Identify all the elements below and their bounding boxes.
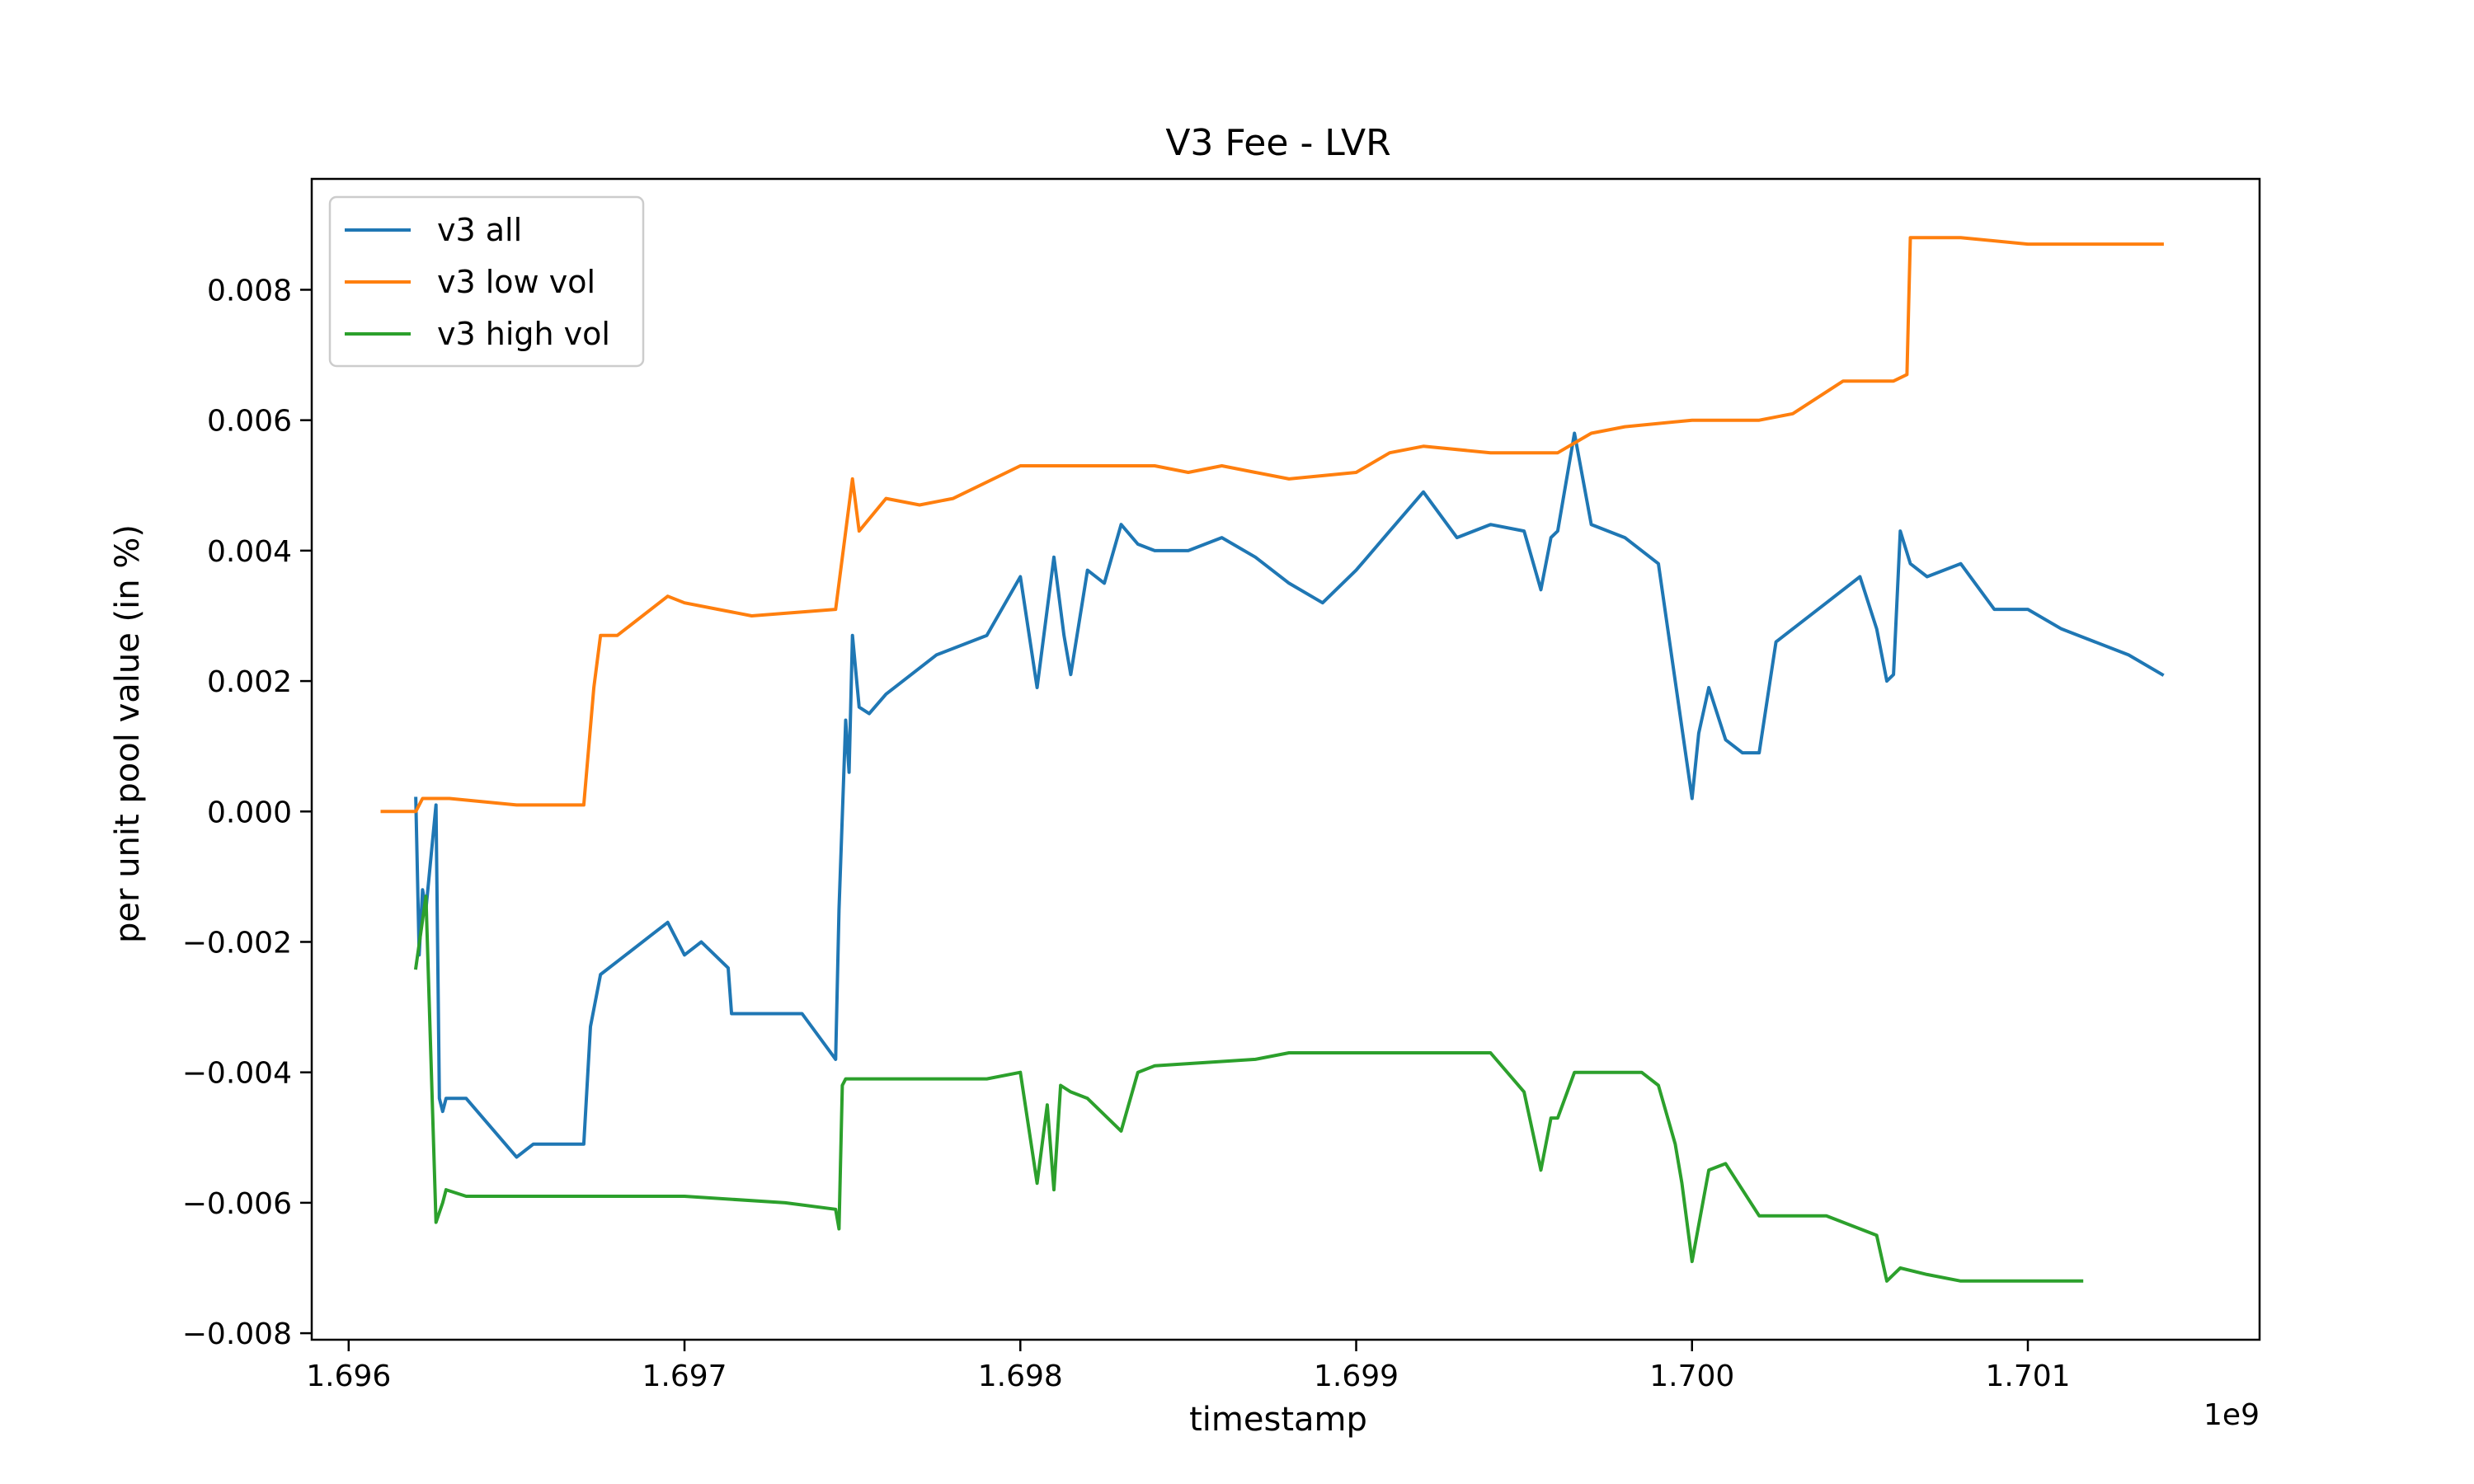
legend: v3 all v3 low vol v3 high vol: [328, 195, 645, 368]
y-tick-label: 0.006: [207, 405, 292, 439]
x-tick-label: 1.698: [978, 1360, 1063, 1393]
y-tick-label: 0.002: [207, 665, 292, 699]
y-tick-label: −0.008: [182, 1317, 292, 1351]
series-line-v3-all: [414, 431, 2165, 1159]
x-tick-label: 1.700: [1649, 1360, 1734, 1393]
plot-area: [380, 236, 2165, 1283]
y-tick-label: −0.006: [182, 1187, 292, 1221]
y-tick-label: −0.002: [182, 926, 292, 960]
chart-title: V3 Fee - LVR: [1165, 122, 1390, 164]
x-tick-label: 1.696: [306, 1360, 391, 1393]
y-tick-label: 0.000: [207, 796, 292, 829]
y-axis: −0.008 −0.006 −0.004 −0.002 0.000 0.002 0.004 0…: [182, 274, 312, 1351]
y-tick-label: 0.008: [207, 274, 292, 308]
y-tick-label: −0.004: [182, 1057, 292, 1091]
x-tick-label: 1.699: [1314, 1360, 1399, 1393]
x-tick-label: 1.697: [642, 1360, 727, 1393]
legend-box: [328, 195, 645, 368]
series-line-v3-high-vol: [413, 895, 2084, 1283]
legend-label: v3 low vol: [437, 264, 595, 300]
x-axis: 1.696 1.697 1.698 1.699 1.700 1.701: [306, 1340, 2071, 1393]
series-line-v3-low-vol: [380, 236, 2164, 814]
legend-label: v3 high vol: [437, 316, 610, 352]
x-axis-label: timestamp: [1189, 1401, 1367, 1439]
legend-label: v3 all: [437, 212, 522, 248]
y-tick-label: 0.004: [207, 535, 292, 569]
x-tick-label: 1.701: [1985, 1360, 2070, 1393]
y-axis-label: per unit pool value (in %): [109, 524, 147, 943]
plot-frame: [310, 177, 2261, 1341]
x-axis-offset-label: 1e9: [2204, 1398, 2260, 1432]
